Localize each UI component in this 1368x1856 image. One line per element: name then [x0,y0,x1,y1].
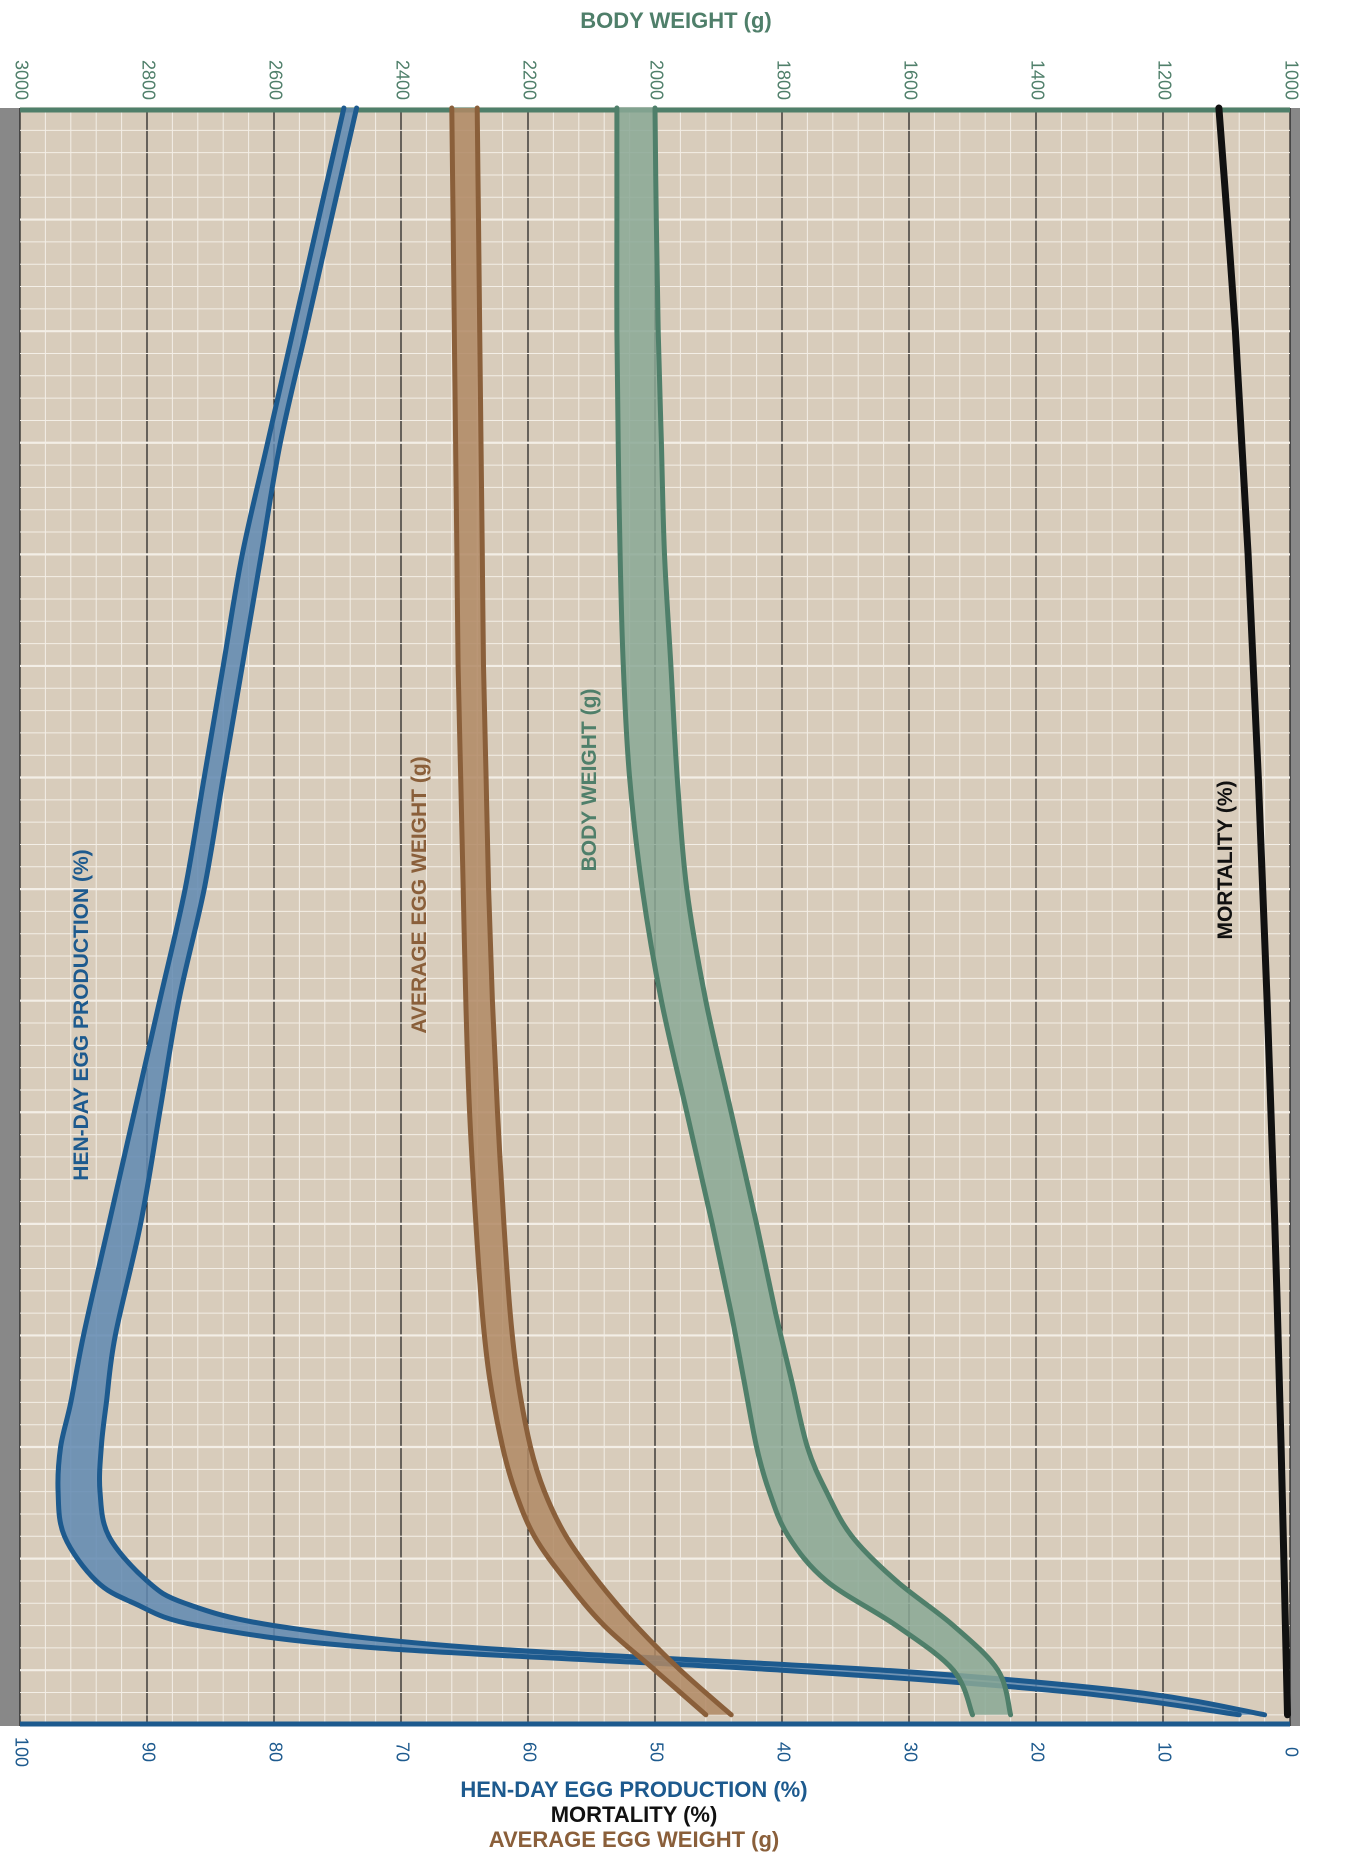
tick-label-body-weight: 1000 [1281,60,1301,100]
tick-label-week: 85 [1303,210,1323,230]
egg-weight-axis-title: AVERAGE EGG WEIGHT (g) [489,1827,779,1852]
tick-labels: 0 10 20 30 40 50 60 70 80 90 100 3000 2800 2600 2400 22… [11,60,1323,1767]
tick-label-value: 100 [11,1737,31,1767]
tick-label-body-weight: 1600 [900,60,920,100]
tick-label-week: 35 [1303,1325,1323,1345]
tick-label-value: 10 [1154,1742,1174,1762]
egg_weight-series-label: AVERAGE EGG WEIGHT (g) [408,756,431,1033]
egg_weight-low-line [474,105,734,1718]
tick-label-week: 18 [1303,1705,1323,1725]
tick-label-value: 0 [1281,1747,1301,1757]
tick-label-value: 80 [265,1742,285,1762]
tick-label-week: 70 [1303,544,1323,564]
tick-label-week: 20 [1303,1660,1323,1680]
tick-label-value: 30 [900,1742,920,1762]
tick-label-body-weight: 2800 [138,60,158,100]
tick-label-value: 20 [1027,1742,1047,1762]
weeks-axis-title: WEEKS OF AGE [1321,781,1347,959]
tick-label-body-weight: 1200 [1154,60,1174,100]
in-plot-labels: HEN-DAY EGG PRODUCTION (%) AVERAGE EGG WE… [70,689,1237,1181]
tick-label-week: 80 [1303,321,1323,341]
tick-label-week: 55 [1303,879,1323,899]
production-series-label: HEN-DAY EGG PRODUCTION (%) [70,849,93,1180]
tick-label-body-weight: 1400 [1027,60,1047,100]
tick-label-body-weight: 1800 [773,60,793,100]
tick-label-week: 25 [1303,1549,1323,1569]
mortality-axis-title: MORTALITY (%) [551,1802,718,1827]
tick-label-body-weight: 2200 [519,60,539,100]
mortality-series-label: MORTALITY (%) [1214,780,1237,939]
tick-label-body-weight: 3000 [11,60,31,100]
tick-label-body-weight: 2400 [392,60,412,100]
tick-label-week: 65 [1303,656,1323,676]
body_weight-low-line [652,105,1014,1718]
axis-titles: BODY WEIGHT (g) HEN-DAY EGG PRODUCTION (%… [460,8,1347,1852]
production-low-line [97,105,1268,1718]
mortality-line [1215,104,1291,1719]
tick-label-week: 90 [1303,98,1323,118]
tick-label-week: 45 [1303,1102,1323,1122]
series-layer [55,104,1291,1719]
body-weight-axis-title: BODY WEIGHT (g) [580,8,771,33]
tick-label-value: 70 [392,1742,412,1762]
body_weight-high-line [614,105,975,1718]
tick-label-value: 60 [519,1742,539,1762]
tick-label-week: 30 [1303,1437,1323,1457]
body_weight-series-label: BODY WEIGHT (g) [578,689,601,872]
tick-label-week: 75 [1303,433,1323,453]
egg_weight-high-line [449,105,709,1718]
tick-label-value: 40 [773,1742,793,1762]
tick-label-value: 50 [646,1742,666,1762]
tick-label-week: 40 [1303,1214,1323,1234]
production-high-line [55,105,1242,1718]
tick-label-body-weight: 2000 [646,60,666,100]
production-axis-title: HEN-DAY EGG PRODUCTION (%) [460,1777,807,1802]
tick-label-week: 60 [1303,768,1323,788]
tick-label-value: 90 [138,1742,158,1762]
tick-label-body-weight: 2600 [265,60,285,100]
tick-label-week: 50 [1303,991,1323,1011]
